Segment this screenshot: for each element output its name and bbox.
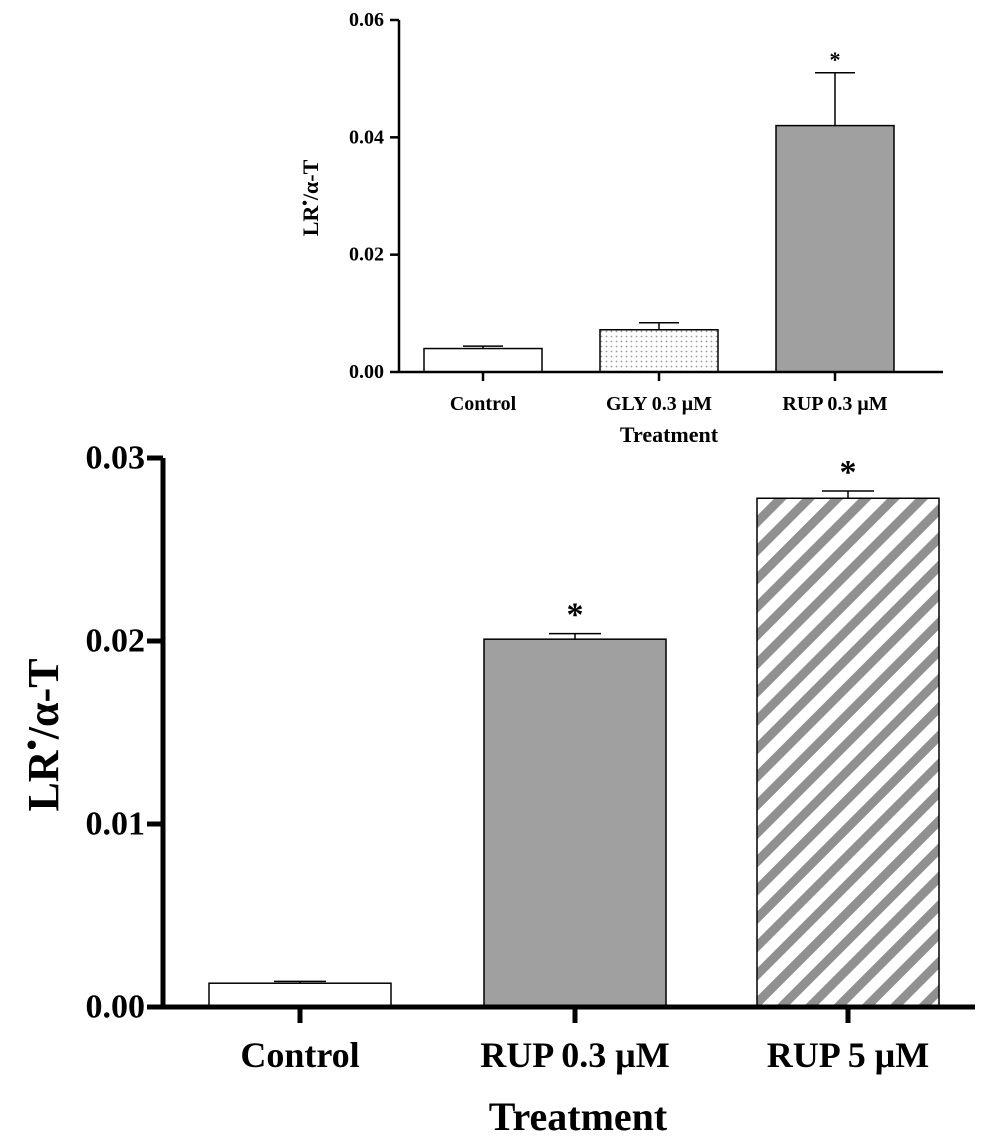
x-tick-label-2: RUP 0.3 μM	[480, 1035, 669, 1075]
significance-star-2: *	[567, 597, 584, 634]
y-tick-label-2: 0.02	[349, 244, 384, 266]
bar-2	[599, 329, 719, 373]
y-tick-label-2: 0.01	[86, 806, 146, 843]
svg-text:LR•/α-T: LR•/α-T	[13, 658, 68, 811]
y-tick-label-1: 0.00	[86, 989, 146, 1026]
x-axis-title: Treatment	[620, 422, 719, 447]
y-axis-label-base: LR	[19, 749, 68, 811]
y-tick-label-3: 0.04	[349, 126, 384, 148]
y-axis-label-base: LR	[298, 205, 323, 237]
x-tick-label-1: Control	[450, 393, 517, 415]
y-axis-label: LR•/α-T	[297, 159, 323, 236]
bar-3	[756, 497, 940, 1008]
top-bar-chart: LR•/α-T Treatment Control GLY 0.3 μM * RUP …	[297, 9, 943, 447]
y-tick-label-1: 0.00	[349, 361, 384, 383]
y-axis-label-rest: /α-T	[19, 658, 68, 740]
bar-1	[208, 982, 392, 1008]
y-tick-label-3: 0.02	[86, 623, 146, 660]
x-tick-label-2: GLY 0.3 μM	[606, 393, 712, 415]
bar-2	[483, 638, 667, 1008]
y-axis-label-dot: •	[297, 200, 314, 206]
x-tick-label-3: RUP 0.3 μM	[782, 393, 887, 415]
y-axis-label-rest: /α-T	[298, 159, 323, 201]
y-axis-label: LR•/α-T	[13, 658, 68, 811]
x-tick-label-3: RUP 5 μM	[767, 1035, 929, 1075]
y-tick-label-4: 0.06	[349, 9, 384, 31]
svg-text:LR•/α-T: LR•/α-T	[297, 159, 323, 236]
y-tick-label-4: 0.03	[86, 440, 146, 477]
significance-star-3: *	[840, 454, 857, 491]
significance-star-3: *	[830, 47, 841, 72]
bar-1	[423, 347, 543, 373]
bar-3	[775, 124, 895, 373]
x-tick-label-1: Control	[240, 1035, 359, 1075]
bottom-bar-chart: LR•/α-T Treatment Control * RUP 0.3 μM * RUP…	[13, 440, 975, 1139]
x-axis-title: Treatment	[489, 1094, 668, 1139]
y-axis-label-dot: •	[13, 739, 49, 750]
